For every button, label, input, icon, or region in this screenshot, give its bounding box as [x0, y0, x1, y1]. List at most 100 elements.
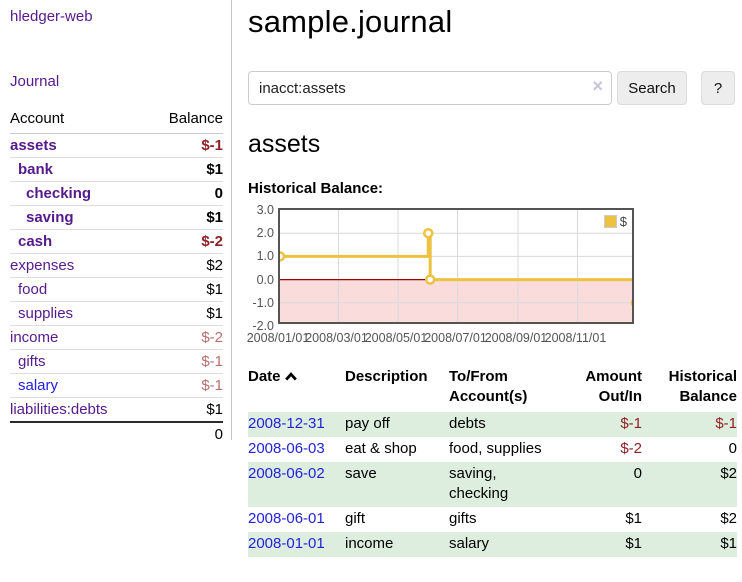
transaction-date-cell: 2008-12-31 [248, 412, 345, 437]
accounts-total: 0 [10, 421, 223, 446]
transaction-accounts: food, supplies [449, 440, 542, 457]
account-link[interactable]: liabilities:debts [10, 401, 108, 418]
x-axis-label: 2008/11/01 [544, 331, 607, 345]
transaction-date-cell: 2008-06-03 [248, 437, 345, 462]
account-row: assets $-1 [10, 134, 223, 158]
transaction-amount: $1 [625, 535, 642, 552]
account-row: bank $1 [10, 158, 223, 182]
account-balance: $-1 [201, 137, 223, 154]
transaction-date-link[interactable]: 2008-06-03 [248, 440, 325, 457]
y-axis-label: -1.0 [252, 295, 274, 310]
x-axis-label: 2008/07/01 [424, 331, 487, 345]
transaction-description: save [345, 465, 377, 482]
transaction-description: income [345, 535, 394, 552]
transaction-date-link[interactable]: 2008-12-31 [248, 415, 325, 432]
account-row: saving $1 [10, 206, 223, 230]
balance-column-header-main: Historical Balance [668, 368, 737, 405]
account-balance: $-2 [201, 233, 223, 250]
account-balance: $2 [206, 257, 223, 274]
transaction-balance: $-1 [715, 415, 737, 432]
transaction-balance: $2 [720, 465, 737, 482]
account-balance: $-1 [201, 353, 223, 370]
transaction-row: 2008-06-03 eat & shop food, supplies $-2 0 [248, 437, 737, 462]
app-title-link[interactable]: hledger-web [10, 8, 93, 25]
transaction-amount: 0 [633, 465, 642, 482]
account-balance: $1 [206, 305, 223, 322]
transaction-balance: 0 [728, 440, 737, 457]
account-link[interactable]: gifts [18, 353, 46, 370]
account-heading: assets [248, 130, 321, 158]
balance-chart: 3.0 2.0 1.0 0.0 -1.0 -2.0 $ 2008/01/01 2008/03… [247, 203, 737, 350]
account-row: cash $-2 [10, 230, 223, 254]
chart-plot-area[interactable]: $ [278, 208, 634, 324]
transaction-balance: $2 [720, 510, 737, 527]
transaction-row: 2008-01-01 income salary $1 $1 [248, 532, 737, 557]
transaction-accounts: gifts [449, 510, 477, 527]
transaction-amount: $1 [625, 510, 642, 527]
date-column-header[interactable]: Date [248, 366, 345, 412]
y-axis-label: 2.0 [256, 226, 274, 241]
y-axis-label: 0.0 [256, 272, 274, 287]
transactions-header-row: Date Description To/From Account(s) Amou… [248, 366, 737, 412]
y-axis-label: -2.0 [252, 319, 274, 333]
transaction-description: gift [345, 510, 366, 527]
sidebar: hledger-web Journal Account Balance asse… [0, 0, 232, 443]
transaction-date-link[interactable]: 2008-06-02 [248, 465, 325, 482]
account-link[interactable]: saving [26, 209, 74, 226]
transaction-accounts: debts [449, 415, 486, 432]
account-row: supplies $1 [10, 302, 223, 326]
account-link[interactable]: cash [18, 233, 53, 250]
account-column-header-main: To/From Account(s) [449, 368, 528, 405]
transaction-description: pay off [345, 415, 390, 432]
chart-legend: $ [601, 213, 629, 230]
sort-ascending-icon [284, 372, 297, 381]
transaction-row: 2008-06-02 save saving, checking 0 $2 [248, 462, 737, 507]
transactions-table: Date Description To/From Account(s) Amou… [248, 366, 737, 557]
transaction-date-cell: 2008-06-02 [248, 462, 345, 507]
x-axis-labels: 2008/01/01 2008/03/01 2008/05/01 2008/07/01… [247, 331, 634, 347]
accounts-table-header: Account Balance [10, 110, 223, 134]
help-button[interactable]: ? [701, 71, 735, 105]
account-row: income $-2 [10, 326, 223, 350]
balance-column-header: Balance [168, 110, 223, 127]
account-balance: $-1 [201, 377, 223, 394]
account-link[interactable]: supplies [18, 305, 74, 322]
account-link[interactable]: bank [18, 161, 54, 178]
description-column-header: Description [345, 368, 428, 385]
search-form: × Search ? [248, 71, 737, 105]
account-row: expenses $2 [10, 254, 223, 278]
x-axis-label: 2008/03/01 [305, 331, 368, 345]
account-column-header: Account [10, 110, 65, 127]
account-link[interactable]: checking [26, 185, 92, 202]
transaction-balance: $1 [720, 535, 737, 552]
account-row: salary $-1 [10, 374, 223, 398]
transaction-accounts: salary [449, 535, 490, 552]
search-button[interactable]: Search [617, 71, 687, 105]
transaction-date-link[interactable]: 2008-01-01 [248, 535, 325, 552]
account-balance: $1 [206, 209, 223, 226]
main-content: sample.journal × Search ? assets Histori… [247, 0, 737, 557]
page-title: sample.journal [248, 4, 453, 39]
transaction-row: 2008-06-01 gift gifts $1 $2 [248, 507, 737, 532]
account-link[interactable]: assets [10, 137, 57, 154]
sidebar-item-journal[interactable]: Journal [10, 73, 60, 90]
account-link[interactable]: food [18, 281, 48, 298]
account-link[interactable]: salary [18, 377, 59, 394]
account-balance: $1 [206, 161, 223, 178]
x-axis-label: 2008/05/01 [364, 331, 428, 345]
account-link[interactable]: income [10, 329, 59, 346]
transaction-description: eat & shop [345, 440, 417, 457]
clear-search-icon[interactable]: × [592, 76, 603, 96]
account-row: food $1 [10, 278, 223, 302]
account-balance: 0 [214, 185, 223, 202]
transaction-date-link[interactable]: 2008-06-01 [248, 510, 325, 527]
x-axis-label: 2008/01/01 [246, 331, 310, 345]
accounts-table: Account Balance assets $-1 bank $1 checking 0… [10, 110, 223, 446]
y-axis-label: 3.0 [256, 203, 274, 217]
account-balance: $1 [206, 281, 223, 298]
transaction-amount: $-2 [620, 440, 642, 457]
search-input[interactable] [248, 71, 612, 105]
account-row: checking 0 [10, 182, 223, 206]
x-axis-label: 2008/09/01 [484, 331, 548, 345]
account-link[interactable]: expenses [10, 257, 75, 274]
